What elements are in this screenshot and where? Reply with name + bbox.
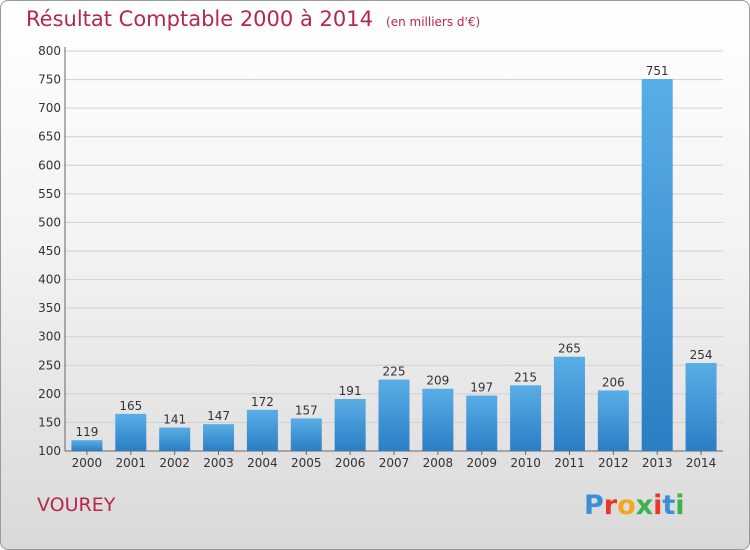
bar [466, 395, 498, 451]
x-tick-label: 2004 [247, 456, 278, 470]
y-tick-label: 700 [38, 101, 61, 115]
y-tick-label: 800 [38, 44, 61, 58]
bar [422, 388, 454, 451]
value-label: 215 [514, 370, 537, 384]
bar [71, 440, 103, 451]
y-tick-label: 300 [38, 330, 61, 344]
x-tick-label: 2007 [379, 456, 410, 470]
y-tick-labels: 100 150 200 250 300 350 400 450 500 550 600 650 700 7… [38, 44, 61, 458]
value-label: 147 [207, 409, 230, 423]
x-tick-label: 2002 [159, 456, 190, 470]
logo-letter: x [635, 490, 654, 521]
x-tick-label: 2013 [642, 456, 673, 470]
y-tick-label: 350 [38, 301, 61, 315]
x-tick-label: 2001 [116, 456, 147, 470]
x-tick-label: 2014 [686, 456, 717, 470]
value-label: 157 [295, 403, 318, 417]
value-label: 254 [690, 348, 713, 362]
bars [71, 79, 717, 451]
y-tick-label: 450 [38, 244, 61, 258]
value-label: 225 [383, 365, 406, 379]
x-tick-label: 2005 [291, 456, 322, 470]
x-tick-label: 2009 [466, 456, 497, 470]
value-label: 119 [75, 425, 98, 439]
bar [115, 413, 147, 451]
value-label: 191 [339, 384, 362, 398]
y-tick-label: 250 [38, 358, 61, 372]
bar [553, 356, 585, 451]
bar [597, 390, 629, 451]
y-tick-label: 650 [38, 130, 61, 144]
chart-title-main: Résultat Comptable 2000 à 2014 [26, 7, 373, 31]
x-tick-labels: 2000 2001 2002 2003 2004 2005 2006 2007 2008 2009… [72, 456, 717, 470]
bar [334, 399, 366, 451]
logo-letter: i [675, 490, 685, 521]
logo-letter: o [617, 490, 636, 521]
x-tick-label: 2006 [335, 456, 366, 470]
chart-title-unit: (en milliers d'€) [386, 15, 481, 29]
y-tick-label: 200 [38, 387, 61, 401]
bar [378, 379, 410, 451]
value-label: 197 [470, 381, 493, 395]
value-labels: 119 165 141 147 172 157 191 225 209 197 215 265 206 7… [75, 64, 712, 439]
x-tick-label: 2012 [598, 456, 629, 470]
logo-letter: i [653, 490, 663, 521]
x-tick-label: 2011 [554, 456, 585, 470]
logo-letter: P [584, 490, 604, 521]
bar [290, 418, 322, 451]
x-tick-label: 2000 [72, 456, 103, 470]
y-tick-label: 750 [38, 73, 61, 87]
y-tick-label: 400 [38, 273, 61, 287]
bar [685, 363, 717, 451]
value-label: 141 [163, 413, 186, 427]
logo-letter: r [603, 490, 618, 521]
bar [641, 79, 673, 451]
y-tick-label: 100 [38, 444, 61, 458]
y-tick-label: 150 [38, 415, 61, 429]
bar [159, 427, 191, 451]
value-label: 206 [602, 375, 625, 389]
value-label: 265 [558, 342, 581, 356]
logo-letter: t [662, 490, 676, 521]
x-tick-label: 2008 [423, 456, 454, 470]
x-tick-label: 2003 [203, 456, 234, 470]
commune-name: VOUREY [37, 494, 116, 516]
proxiti-logo: Proxiti [584, 490, 685, 521]
x-tick-label: 2010 [510, 456, 541, 470]
bar [203, 424, 235, 451]
value-label: 209 [426, 374, 449, 388]
y-tick-label: 500 [38, 215, 61, 229]
chart-title: Résultat Comptable 2000 à 2014 (en milli… [26, 7, 480, 31]
value-label: 172 [251, 395, 274, 409]
value-label: 165 [119, 399, 142, 413]
bar [246, 409, 278, 451]
value-label: 751 [646, 64, 669, 78]
y-tick-label: 550 [38, 187, 61, 201]
y-tick-label: 600 [38, 158, 61, 172]
bar [510, 385, 542, 451]
